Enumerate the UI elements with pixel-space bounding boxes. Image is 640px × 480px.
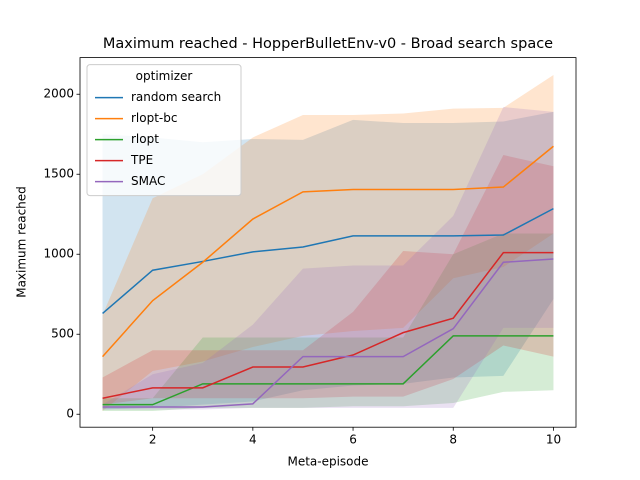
legend-box bbox=[86, 64, 242, 197]
legend-label: rlopt-bc bbox=[131, 111, 177, 125]
legend-title: optimizer bbox=[136, 69, 193, 83]
x-tick-label: 2 bbox=[149, 433, 157, 447]
y-axis-label: Maximum reached bbox=[15, 186, 29, 298]
series-line bbox=[102, 251, 554, 399]
series-line bbox=[102, 335, 554, 406]
x-tick-label: 8 bbox=[449, 433, 457, 447]
x-tick-label: 10 bbox=[546, 433, 561, 447]
y-tick-label: 1000 bbox=[43, 247, 74, 261]
confidence-band bbox=[102, 75, 554, 412]
confidence-band bbox=[102, 107, 554, 410]
y-tick-label: 500 bbox=[51, 327, 74, 341]
series-line bbox=[102, 258, 554, 408]
x-tick-label: 4 bbox=[249, 433, 257, 447]
axes-frame bbox=[79, 57, 577, 428]
legend-label: random search bbox=[131, 90, 221, 104]
confidence-band bbox=[102, 233, 554, 412]
legend-label: rlopt bbox=[131, 132, 159, 146]
series-line bbox=[102, 207, 554, 315]
confidence-band bbox=[102, 155, 554, 405]
chart-title: Maximum reached - HopperBulletEnv-v0 - B… bbox=[103, 36, 553, 52]
series-line bbox=[101, 145, 554, 358]
legend-label: SMAC bbox=[131, 174, 165, 188]
legend: optimizer random search rlopt-bc rlopt TPE SM… bbox=[86, 64, 242, 197]
y-tick-label: 1500 bbox=[43, 167, 74, 181]
y-tick-label: 2000 bbox=[43, 87, 74, 101]
plot-area bbox=[101, 75, 554, 412]
x-axis-label: Meta-episode bbox=[287, 455, 368, 469]
y-tick-label: 0 bbox=[66, 407, 74, 421]
x-tick-label: 6 bbox=[349, 433, 357, 447]
legend-label: TPE bbox=[130, 153, 153, 167]
